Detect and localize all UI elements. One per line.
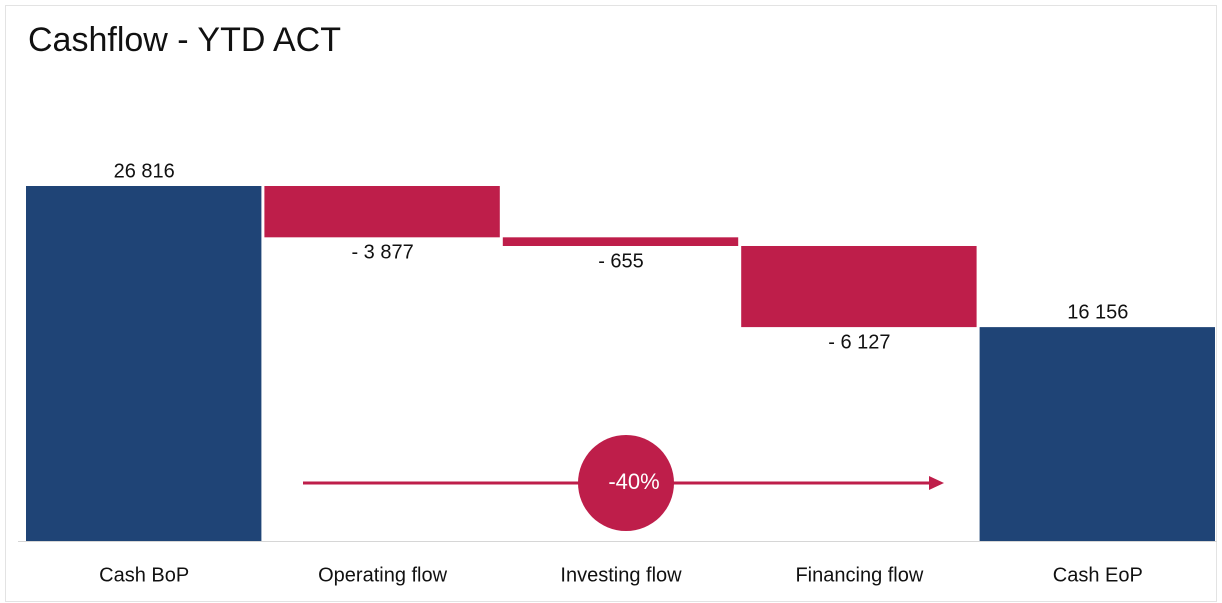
frame: [5, 5, 1217, 602]
bar: [979, 327, 1215, 541]
annotation-text: -40%: [608, 469, 659, 494]
value-label: 16 156: [1067, 301, 1128, 323]
bar: [741, 245, 977, 328]
x-tick-label: Cash BoP: [99, 564, 189, 586]
value-label: 26 816: [114, 160, 175, 182]
bar: [264, 186, 500, 238]
change-annotation: -40%: [303, 435, 944, 531]
x-tick-label: Investing flow: [560, 564, 682, 586]
value-label: - 655: [598, 250, 644, 272]
bar: [26, 186, 262, 541]
x-tick-label: Cash EoP: [1053, 564, 1143, 586]
annotation-circle: [578, 435, 674, 531]
value-label: - 3 877: [351, 242, 413, 264]
bar: [502, 237, 739, 246]
x-tick-label: Operating flow: [318, 564, 448, 586]
value-label: - 6 127: [828, 331, 890, 353]
chart-title: Cashflow - YTD ACT: [28, 21, 341, 59]
x-tick-label: Financing flow: [795, 564, 923, 586]
arrow-head: [929, 476, 944, 490]
